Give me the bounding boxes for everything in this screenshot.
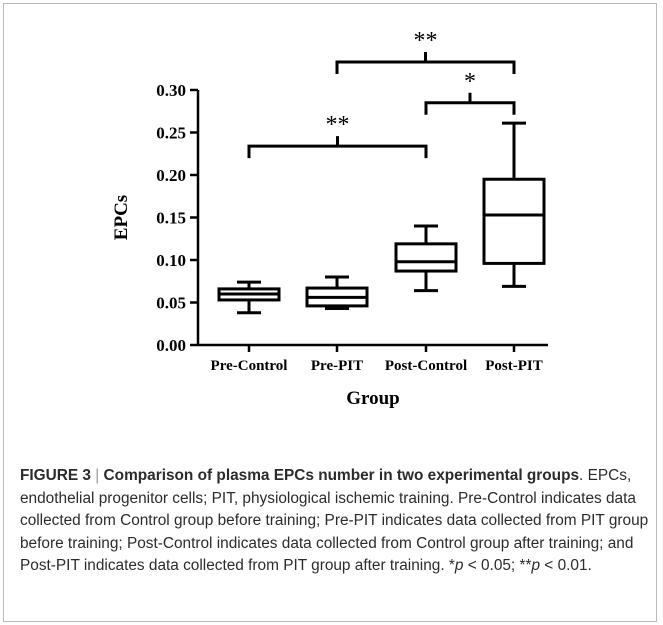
y-tick-label: 0.30: [156, 81, 186, 100]
caption-text-2: < 0.05; **: [463, 557, 532, 574]
y-tick-label: 0.25: [156, 124, 186, 143]
x-tick-label: Pre-PIT: [311, 358, 363, 374]
x-tick-label: Post-PIT: [485, 358, 543, 374]
x-tick-label: Post-Control: [385, 358, 467, 374]
significance-label: **: [414, 28, 438, 54]
caption-separator: |: [95, 467, 100, 484]
y-tick-label: 0.10: [156, 251, 186, 270]
y-tick-label: 0.05: [156, 294, 186, 313]
box-iqr: [394, 242, 458, 273]
y-tick-label: 0.00: [156, 336, 186, 355]
x-tick-label: Pre-Control: [211, 358, 288, 374]
box-iqr: [482, 177, 546, 265]
caption-text-3: < 0.01.: [540, 557, 592, 574]
significance-bracket: [335, 51, 516, 74]
box-plot-chart: 0.00 0.05 0.10 0.15 0.20 0.25 0.30 Pre-Control P…: [111, 28, 548, 409]
significance-bracket: [247, 136, 428, 159]
significance-bracket: [424, 92, 516, 115]
y-tick-label: 0.15: [156, 209, 186, 228]
figure-frame: [3, 3, 657, 622]
x-axis-label: Group: [346, 388, 400, 409]
y-axis-label: EPCs: [111, 195, 132, 240]
caption-p-symbol-1: p: [454, 557, 464, 574]
caption-title: Comparison of plasma EPCs number in two …: [103, 467, 580, 484]
caption-text-1: . EPCs, endothelial progenitor cells; PI…: [20, 467, 649, 574]
y-tick-label: 0.20: [156, 166, 186, 185]
caption-figure-label: FIGURE 3: [20, 467, 91, 484]
significance-label: *: [464, 69, 476, 95]
caption-p-symbol-2: p: [531, 557, 541, 574]
figure-caption: FIGURE 3 | Comparison of plasma EPCs num…: [20, 465, 650, 578]
significance-label: **: [326, 112, 350, 138]
